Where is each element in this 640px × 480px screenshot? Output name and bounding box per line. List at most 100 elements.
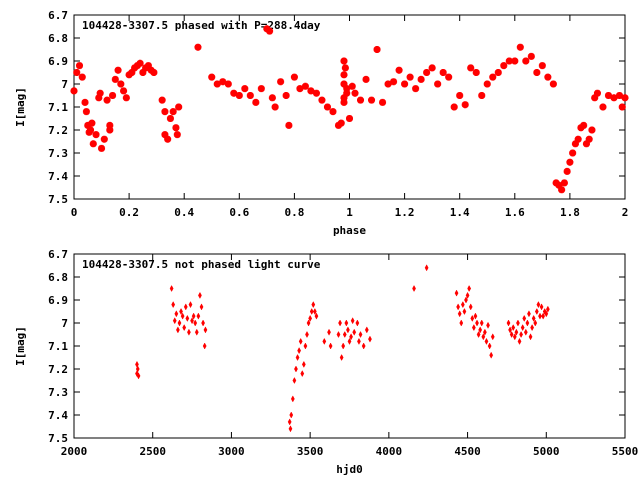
phased-data-point: [128, 69, 136, 76]
unphased-data-point: [486, 321, 490, 329]
unphased-data-point: [294, 365, 298, 373]
phased-data-point: [246, 92, 254, 99]
phased-data-point: [423, 69, 431, 76]
unphased-data-point: [457, 310, 462, 318]
phased-x-tick-label: 0: [71, 206, 78, 219]
phased-data-point: [166, 115, 174, 122]
phased-data-point: [500, 62, 508, 70]
unphased-data-point: [489, 351, 494, 359]
unphased-data-point: [517, 337, 522, 345]
phased-data-point: [106, 121, 114, 129]
phased-data-point: [558, 186, 566, 194]
unphased-data-point: [460, 301, 465, 309]
phased-x-axis-label: phase: [333, 224, 366, 237]
phased-x-tick-label: 0.4: [174, 206, 194, 219]
unphased-data-point: [305, 330, 309, 339]
unphased-data-point: [287, 418, 292, 426]
unphased-data-point: [295, 353, 300, 362]
phased-data-point: [593, 89, 601, 97]
phased-data-point: [533, 69, 541, 76]
phased-data-point: [538, 62, 546, 70]
phased-data-point: [73, 69, 81, 76]
phased-data-point: [379, 98, 387, 106]
phased-data-point: [340, 57, 348, 65]
phased-data-point: [516, 43, 524, 51]
phased-data-point: [522, 57, 530, 65]
unphased-data-point: [541, 312, 546, 320]
phased-y-tick-label: 6.8: [48, 32, 68, 45]
unphased-data-point: [135, 365, 140, 373]
unphased-data-point: [196, 312, 201, 320]
phased-data-point: [173, 131, 181, 139]
phased-data-point: [467, 64, 475, 72]
phased-data-point: [175, 103, 183, 111]
unphased-data-point: [352, 328, 357, 336]
unphased-data-point: [198, 291, 202, 299]
unphased-data-point: [203, 326, 208, 334]
unphased-data-point: [545, 305, 550, 313]
phased-y-tick-label: 7.2: [48, 124, 68, 137]
phased-x-tick-label: 1.2: [395, 206, 415, 219]
unphased-data-point: [301, 360, 306, 368]
unphased-data-point: [190, 317, 194, 325]
phased-data-point: [263, 25, 271, 33]
unphased-data-point: [533, 319, 538, 327]
phased-data-point: [585, 135, 593, 143]
phased-y-tick-label: 7.3: [48, 147, 68, 160]
phased-data-point: [334, 121, 342, 129]
unphased-data-point: [350, 317, 355, 325]
phased-data-point: [133, 62, 141, 70]
phased-chart-title: 104428-3307.5 phased with P=288.4day: [82, 19, 321, 32]
unphased-data-point: [538, 312, 542, 320]
unphased-data-point: [183, 303, 188, 311]
phased-data-point: [461, 101, 469, 109]
phased-x-tick-label: 1.4: [450, 206, 470, 219]
phased-data-point: [621, 94, 629, 102]
unphased-data-point: [179, 307, 183, 316]
unphased-data-point: [288, 425, 293, 433]
phased-x-tick-label: 1.8: [560, 206, 580, 219]
phased-data-point: [92, 131, 100, 139]
unphased-data-point: [187, 328, 191, 336]
unphased-data-point: [194, 328, 199, 336]
phased-data-point: [312, 89, 320, 97]
unphased-data-point: [297, 347, 302, 355]
unphased-data-point: [514, 328, 519, 336]
unphased-data-point: [481, 333, 486, 341]
phased-data-point: [296, 85, 304, 93]
unphased-y-tick-label: 6.9: [48, 294, 68, 307]
unphased-x-tick-label: 5500: [612, 445, 639, 458]
unphased-data-point: [530, 324, 535, 332]
unphased-data-point: [475, 319, 479, 327]
phased-data-point: [230, 89, 238, 97]
phased-data-point: [340, 94, 348, 102]
phased-data-point: [340, 80, 348, 88]
unphased-data-point: [177, 319, 182, 327]
unphased-data-point: [346, 326, 350, 334]
phased-data-point: [348, 82, 356, 90]
phased-data-point: [301, 82, 309, 90]
unphased-data-point: [336, 330, 341, 339]
phased-data-point: [307, 87, 315, 95]
unphased-data-point: [174, 310, 179, 318]
unphased-data-point: [169, 284, 174, 293]
unphased-data-point: [364, 326, 369, 334]
phased-data-point: [610, 94, 618, 102]
phased-data-point: [591, 94, 599, 102]
unphased-data-point: [300, 370, 305, 378]
unphased-data-point: [487, 342, 492, 350]
unphased-data-point: [368, 335, 372, 343]
phased-data-point: [84, 121, 92, 129]
unphased-data-point: [171, 301, 176, 309]
unphased-data-point: [523, 328, 528, 336]
phased-y-tick-label: 7.5: [48, 193, 68, 206]
phased-data-point: [527, 52, 535, 60]
phased-data-point: [282, 92, 290, 99]
unphased-data-point: [536, 301, 541, 309]
phased-data-point: [96, 89, 104, 97]
unphased-data-point: [464, 296, 468, 304]
phased-data-point: [445, 73, 453, 81]
phased-data-point: [483, 80, 491, 88]
